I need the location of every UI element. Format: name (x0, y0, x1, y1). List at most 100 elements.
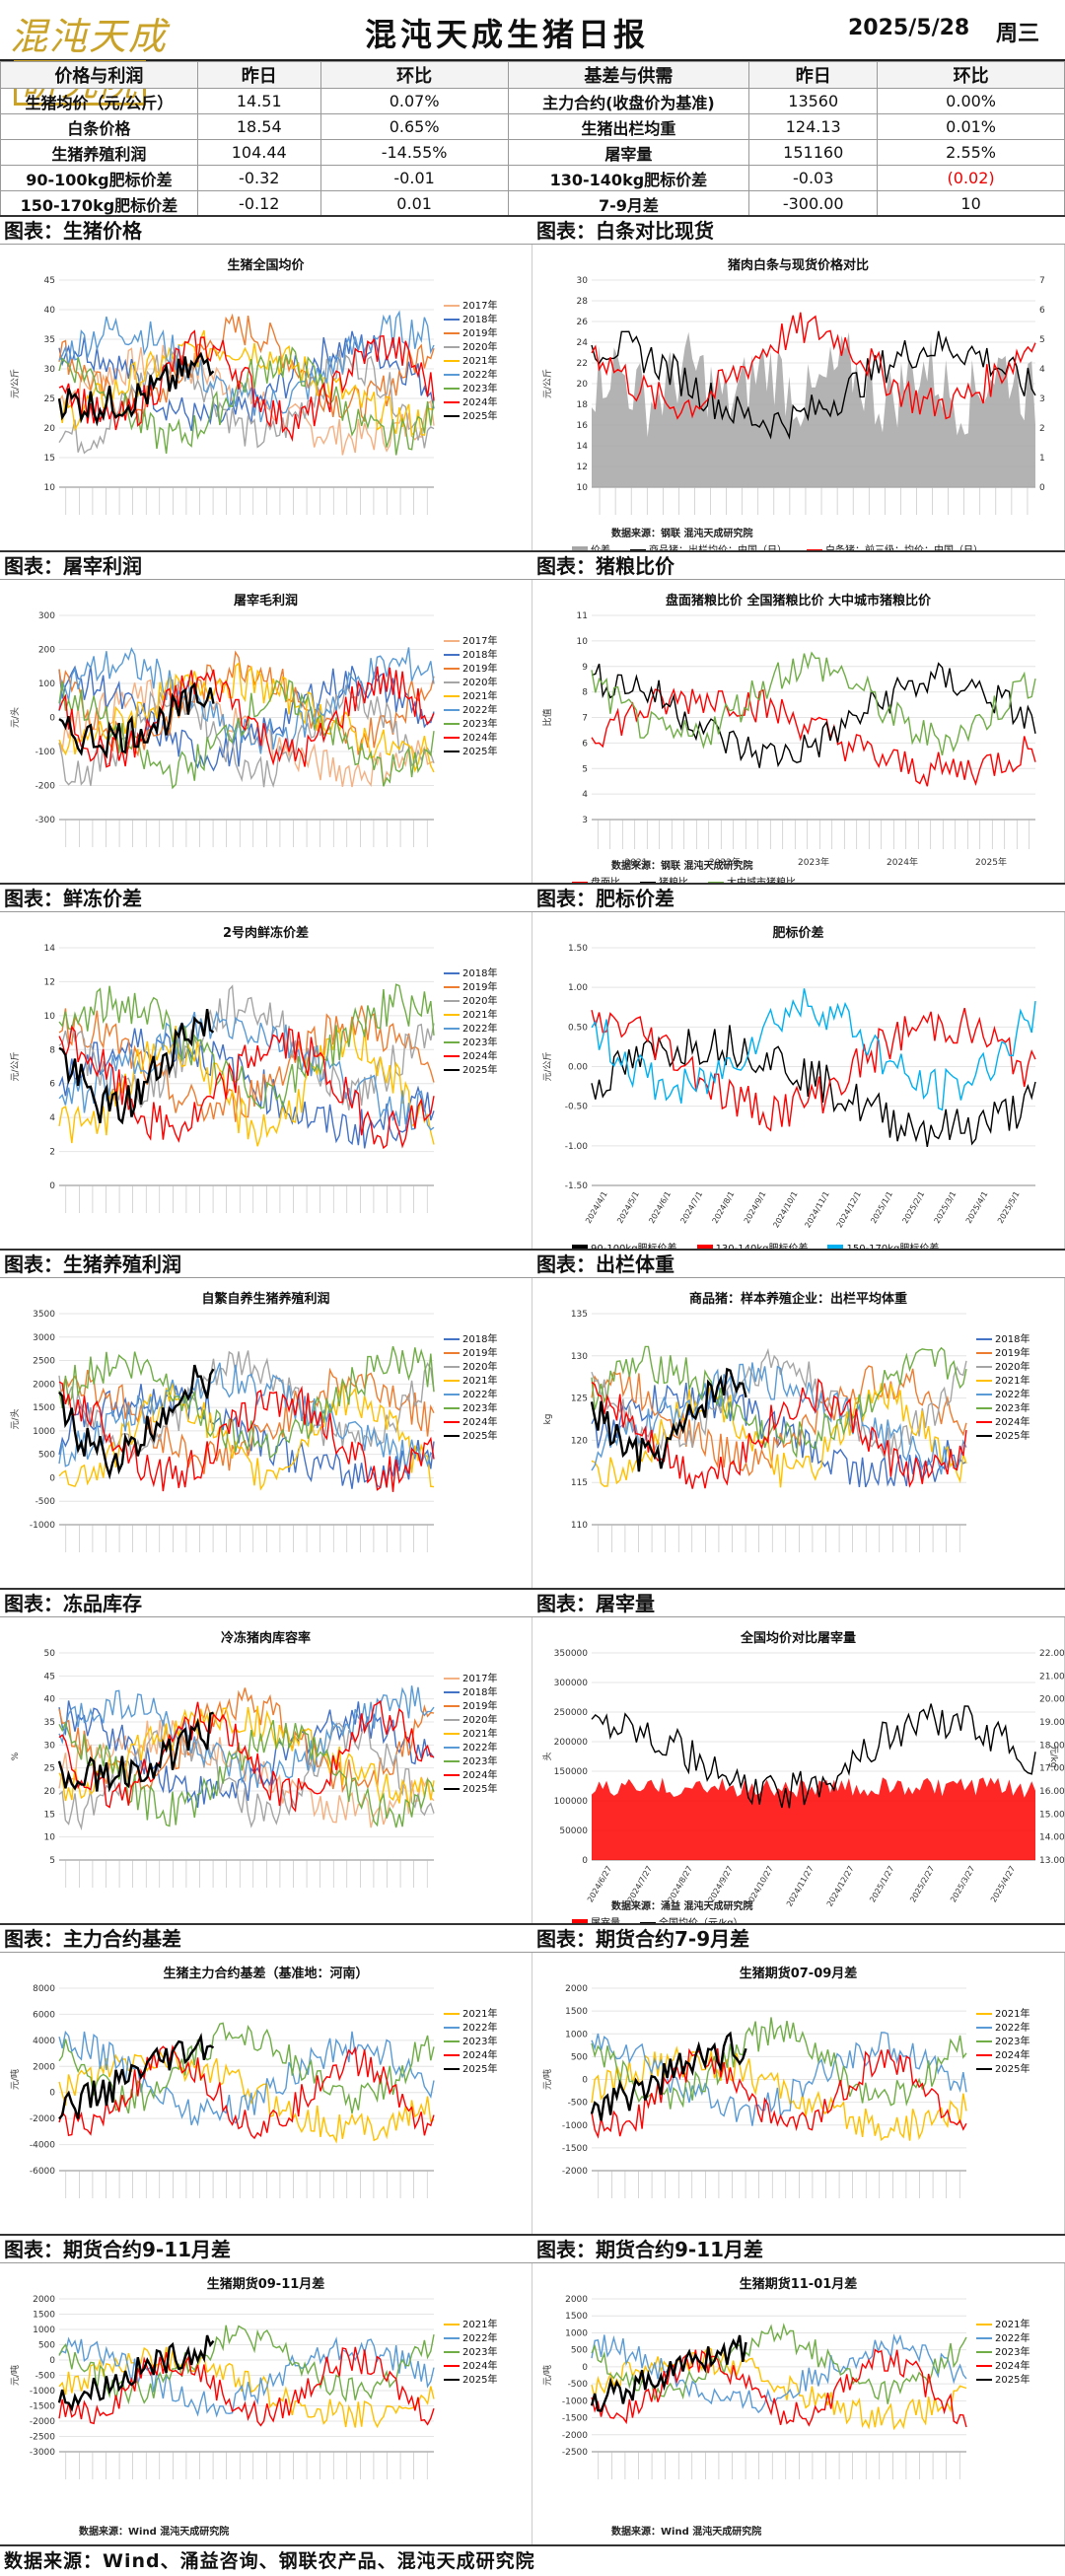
y-tick-label: 500 (38, 1451, 55, 1461)
legend-swatch (444, 2054, 460, 2056)
series-line (58, 1367, 435, 1474)
summary-cell-l-chg: 0.07% (320, 88, 509, 114)
legend-label: 2024年 (995, 1417, 1030, 1428)
legend-label: 2021年 (995, 1376, 1030, 1387)
col-header: 昨日 (748, 61, 879, 89)
y-tick-label: 0 (49, 1181, 55, 1191)
legend-swatch (444, 737, 460, 739)
y-tick-label: -1000 (562, 2121, 588, 2131)
chart-svg: 11 10 9 8 7 6 5 4 3 比值 2021 2022年 2023年 2024年 2025年 (541, 611, 1036, 868)
y2-tick-label: 1 (1039, 454, 1045, 464)
y-tick-label: 40 (44, 1695, 56, 1705)
legend-swatch (444, 1691, 460, 1693)
y-tick-label: -1000 (30, 2387, 55, 2397)
legend-swatch (444, 695, 460, 697)
summary-cell-l-chg: -14.55% (320, 139, 509, 166)
chart-legend: 2018年 2019年 2020年 2021年 2022年 2023年 2024年 2025年 (444, 967, 497, 1078)
y-tick-label: 135 (571, 1310, 588, 1320)
chart-legend: 2017年 2018年 2019年 2020年 2021年 2022年 2023年 2024年… (444, 300, 497, 424)
y2-tick-label: 5 (1039, 335, 1045, 345)
legend-swatch (444, 2068, 460, 2070)
legend-label: 2024年 (462, 2050, 498, 2061)
x-tick-label: 2024/12/27 (825, 1865, 856, 1908)
y-tick-label: 30 (44, 365, 56, 375)
chart-title: 猪肉白条与现货价格对比 (727, 258, 869, 273)
legend-swatch (444, 1366, 460, 1368)
summary-row: 90-100kg肥标价差 -0.32 -0.01 130-140kg肥标价差 -0.03… (0, 165, 1065, 191)
section-header-left: 图表：冻品库存 (0, 1588, 532, 1617)
series-line (58, 1350, 435, 1460)
y-tick-label: 12 (44, 977, 55, 987)
y-tick-label: -2500 (30, 2433, 55, 2443)
legend-label: 2025年 (462, 747, 498, 757)
series-line (58, 1382, 435, 1491)
col-header: 环比 (877, 61, 1065, 89)
y-tick-label: 150000 (554, 1767, 589, 1777)
series-line (590, 2334, 747, 2412)
y2-tick-label: 4 (1039, 365, 1045, 375)
chart-source: 数据来源：钢联 混沌天成研究院 (611, 861, 753, 872)
y-axis-label: kg (543, 1414, 553, 1425)
legend-label: 2021年 (462, 2320, 498, 2330)
legend-label: 2022年 (462, 1390, 498, 1400)
chart-title: 生猪期货11-01月差 (739, 2277, 858, 2292)
y2-tick-label: 14.00 (1039, 1833, 1065, 1843)
y-tick-label: -500 (36, 1497, 56, 1507)
y2-tick-label: 3 (1039, 394, 1045, 404)
y-axis-label: 元/公斤 (10, 1051, 21, 1081)
legend-item: 2023年 (444, 1755, 497, 1769)
series-line (591, 662, 1036, 768)
chart-svg: 350000 300000 250000 200000 150000 100000 5000… (542, 1649, 1065, 1908)
legend-swatch (444, 1028, 460, 1030)
chart-panel: 猪肉白条与现货价格对比 30 28 26 24 22 20 18 16 14 12 10 7 6 5 4 3 2 1… (532, 245, 1065, 580)
legend-item: 2024年 (444, 2049, 497, 2063)
y-tick-label: 45 (44, 276, 55, 286)
series-line (591, 1345, 967, 1459)
legend-swatch (444, 1338, 460, 1340)
chart-legend: 2021年 2022年 2023年 2024年 2025年 (444, 2319, 497, 2388)
legend-label: 2018年 (462, 315, 498, 325)
y-tick-label: 40 (44, 306, 56, 316)
series-line (58, 1345, 435, 1460)
y-tick-label: 1500 (565, 2007, 588, 2017)
legend-item: 2025年 (444, 746, 497, 759)
y-tick-label: 10 (577, 483, 589, 493)
legend-item: 2019年 (976, 1347, 1030, 1361)
series-line (591, 687, 1036, 787)
legend-swatch (976, 1435, 992, 1437)
y-tick-label: -1.00 (565, 1142, 589, 1152)
legend-item: 2022年 (444, 2022, 497, 2036)
section-header-right: 图表：期货合约7-9月差 (532, 1923, 1065, 1953)
chart-panel: 2号肉鲜冻价差 14 12 10 8 6 4 2 0 元/公斤 2018年 2019年 2020年 202… (0, 912, 532, 1278)
series-line (58, 1009, 215, 1125)
summary-cell-r-val: 124.13 (748, 113, 879, 140)
legend-swatch (444, 374, 460, 376)
series-line (591, 2333, 967, 2414)
legend-swatch (444, 681, 460, 683)
legend-label: 2023年 (462, 2037, 498, 2047)
legend-swatch (444, 1788, 460, 1790)
x-tick-label: 2024/11/1 (803, 1190, 830, 1230)
series-line (58, 329, 435, 443)
y-axis-label: 比值 (541, 708, 553, 726)
x-tick-label: 2024/7/1 (678, 1190, 704, 1226)
x-tick-label: 2025/3/1 (933, 1190, 958, 1226)
legend-item: 2020年 (444, 1714, 497, 1728)
series-line (591, 1362, 967, 1475)
legend-swatch (444, 1069, 460, 1071)
series-line (57, 1711, 214, 1793)
y-tick-label: 4 (582, 790, 588, 800)
legend-swatch (976, 1352, 992, 1354)
legend-label: 2023年 (462, 1756, 498, 1767)
y-axis-label: 元/公斤 (10, 369, 21, 398)
legend-item: 2024年 (976, 2360, 1030, 2374)
legend-label: 2023年 (462, 1403, 498, 1414)
legend-swatch (444, 2324, 460, 2326)
y-tick-label: -2500 (562, 2448, 588, 2458)
legend-swatch (444, 388, 460, 390)
legend-item: 2025年 (444, 2063, 497, 2077)
legend-item: 2022年 (976, 1389, 1030, 1402)
y-tick-label: 125 (571, 1395, 588, 1404)
legend-swatch (444, 305, 460, 307)
